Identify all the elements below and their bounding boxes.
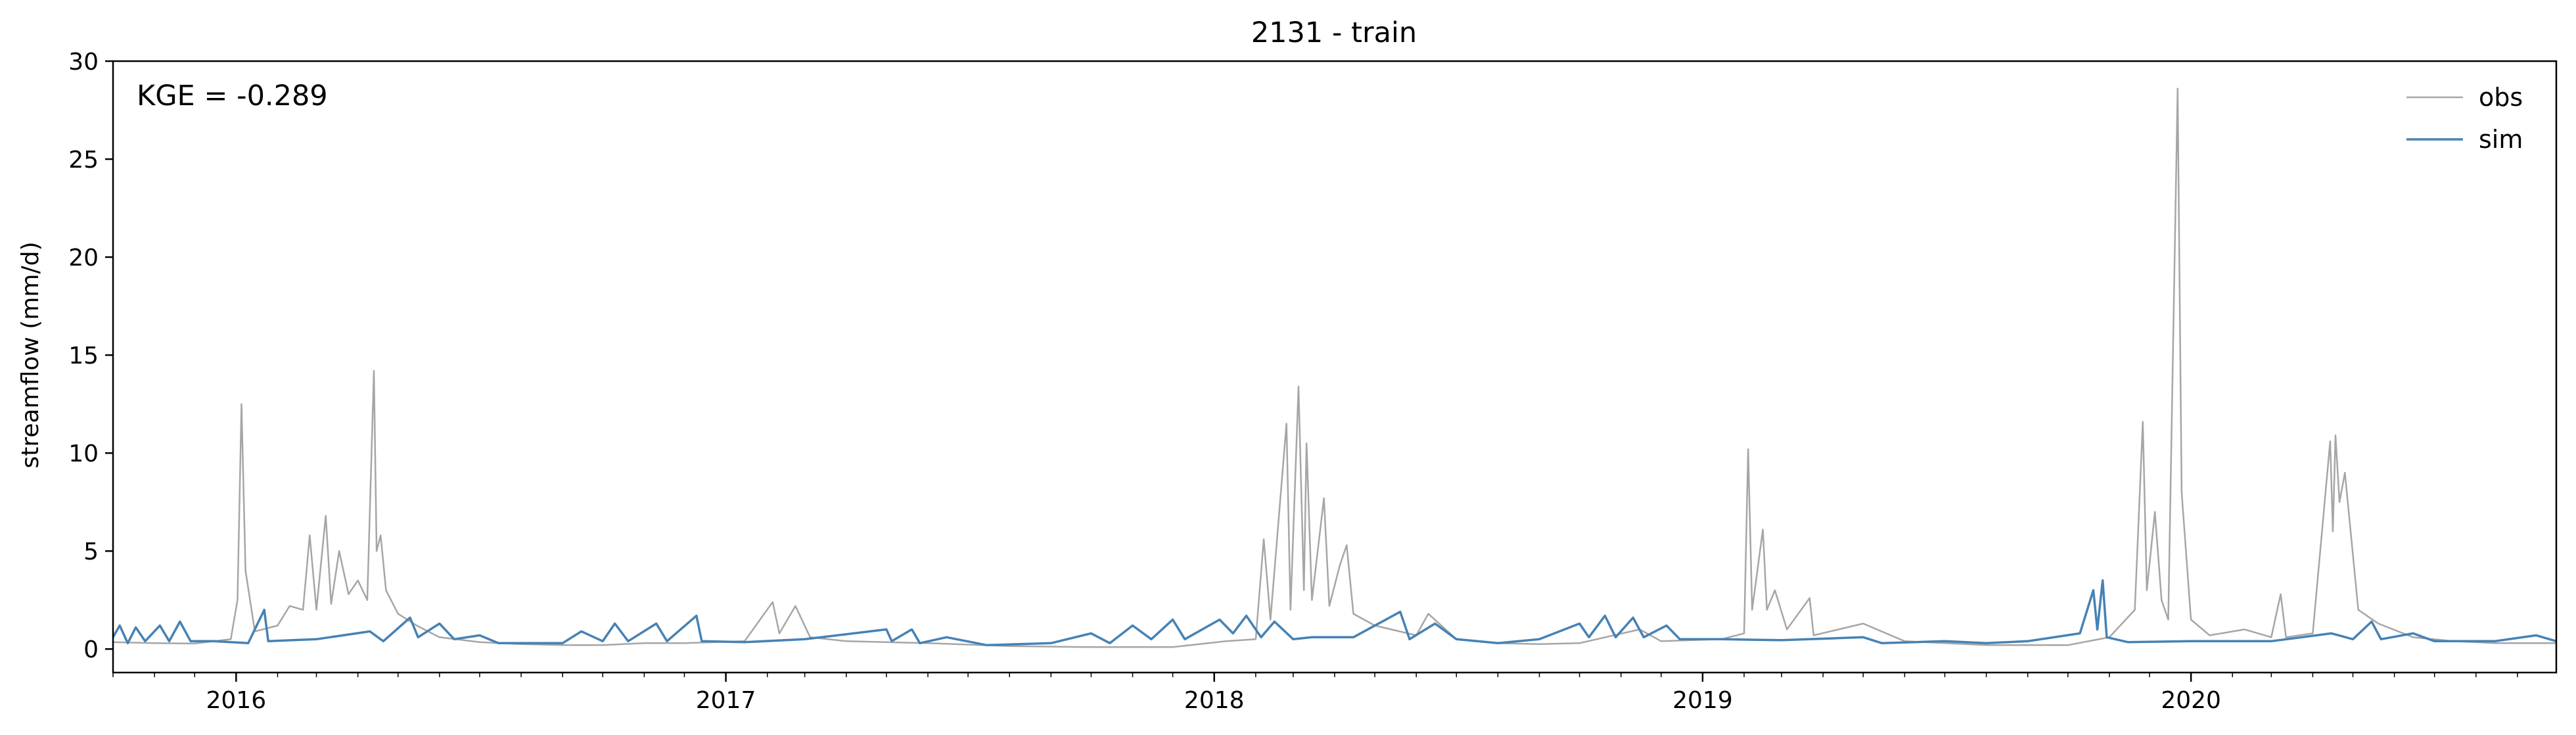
x-tick-label: 2016	[206, 687, 267, 714]
series-line-sim	[113, 579, 2556, 647]
y-tick-label: 30	[68, 49, 99, 76]
y-tick-label: 10	[68, 440, 99, 467]
x-tick-label: 2017	[696, 687, 756, 714]
y-tick-label: 5	[83, 538, 99, 565]
series-line-obs	[113, 87, 2556, 648]
axes-layer: 0 5 10 15 20 25 30 2016 2017 2018 2019 2020	[68, 49, 2518, 714]
x-tick-label: 2020	[2161, 687, 2221, 714]
legend-label-sim: sim	[2479, 125, 2523, 154]
kge-annotation: KGE = -0.289	[137, 80, 328, 112]
y-axis-label: streamflow (mm/d)	[17, 242, 44, 469]
x-tick-label: 2019	[1672, 687, 1733, 714]
y-tick-label: 20	[68, 245, 99, 272]
y-tick-label: 25	[68, 147, 99, 174]
legend: obs sim	[2406, 83, 2523, 154]
legend-label-obs: obs	[2479, 83, 2523, 112]
plot-frame	[112, 60, 2558, 674]
y-tick-label: 15	[68, 343, 99, 369]
y-tick-label: 0	[83, 636, 99, 663]
x-tick-label: 2018	[1184, 687, 1245, 714]
chart-title: 2131 - train	[1251, 16, 1417, 49]
series-layer	[113, 87, 2556, 648]
